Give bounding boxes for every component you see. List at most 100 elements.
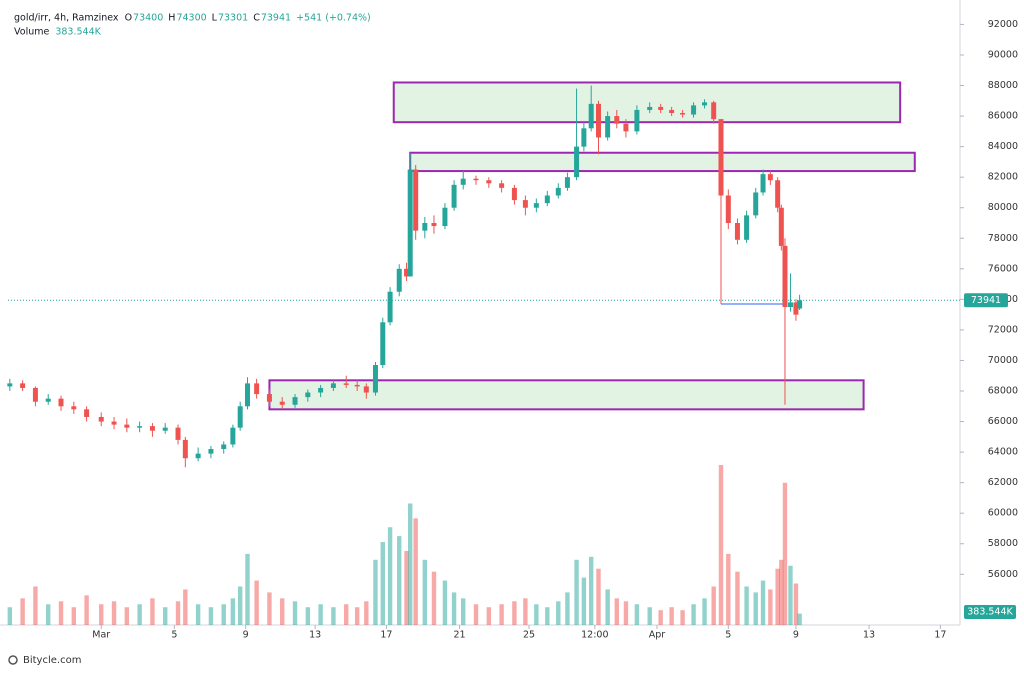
volume-bar	[373, 559, 378, 625]
volume-bar	[408, 503, 413, 625]
volume-bar	[318, 604, 323, 625]
candle-body	[614, 116, 620, 124]
volume-bar	[245, 553, 250, 625]
ohlc-value: 73301	[218, 13, 248, 24]
candle-body	[330, 383, 336, 388]
candle-body	[797, 300, 803, 309]
candle-body	[149, 426, 155, 431]
candle-body	[734, 222, 740, 240]
volume-bar	[735, 571, 740, 625]
candle-body	[753, 192, 759, 216]
volume-bar	[46, 604, 51, 625]
symbol-label: gold/irr, 4h, Ramzinex	[14, 13, 119, 24]
y-tick-label: 88000	[988, 80, 1018, 91]
y-tick-label: 72000	[988, 324, 1018, 335]
candle-body	[499, 183, 505, 188]
candle-body	[266, 394, 272, 402]
ohlc-value: 73941	[261, 13, 291, 24]
candle-body	[162, 427, 168, 431]
candle-body	[451, 184, 457, 208]
candle-body	[588, 103, 594, 129]
volume-bar	[779, 559, 784, 625]
candle-body	[254, 383, 260, 395]
x-tick-label: Mar	[92, 630, 110, 641]
volume-bar	[413, 518, 418, 625]
volume-title: Volume	[14, 27, 49, 38]
candle-body	[782, 245, 788, 308]
volume-bar	[331, 607, 336, 625]
candle-body	[442, 207, 448, 227]
price-tag-label: 73941	[971, 295, 1001, 306]
candle-body	[787, 302, 793, 308]
x-tick-label: 17	[934, 630, 946, 641]
candle-body	[20, 383, 26, 388]
candle-body	[363, 386, 369, 393]
candle-body	[431, 222, 437, 227]
ohlc-label: C	[253, 13, 260, 24]
volume-bar	[163, 607, 168, 625]
volume-bar	[702, 598, 707, 625]
candle-body	[292, 397, 298, 405]
volume-bar	[280, 598, 285, 625]
ohlc-label: O	[125, 13, 132, 24]
candle-body	[581, 128, 587, 147]
candle-body	[45, 398, 51, 402]
volume-bar	[596, 568, 601, 625]
volume-bar	[397, 536, 402, 625]
volume-bar	[422, 559, 428, 625]
change-label: +541 (+0.74%)	[296, 13, 371, 24]
candle-body	[230, 427, 236, 445]
candle-body	[208, 449, 214, 454]
volume-bar	[344, 604, 349, 625]
volume-bar	[473, 604, 479, 625]
volume-bar	[512, 601, 517, 625]
candle-body	[71, 406, 77, 410]
candle-body	[318, 387, 324, 393]
x-tick-label: 13	[863, 630, 875, 641]
volume-tag	[964, 605, 1016, 619]
candle-body	[596, 103, 602, 138]
volume-bar	[588, 556, 594, 625]
y-tick-label: 90000	[988, 49, 1018, 60]
volume-bar	[305, 607, 311, 625]
x-tick-label: 17	[380, 630, 392, 641]
volume-bar	[124, 607, 130, 625]
x-tick-label: 5	[725, 630, 731, 641]
volume-bar	[788, 565, 793, 625]
volume-bar	[647, 607, 652, 625]
volume-bar	[797, 613, 802, 625]
y-tick-label: 68000	[988, 386, 1018, 397]
candle-body	[473, 178, 479, 181]
zone	[409, 151, 916, 173]
y-tick-label: 64000	[988, 447, 1018, 458]
candle-body	[574, 146, 580, 178]
ohlc-value: 73400	[133, 13, 163, 24]
candle-body	[354, 384, 360, 387]
candle-body	[647, 106, 653, 110]
volume-bar	[451, 592, 457, 625]
volume-bar	[623, 601, 629, 625]
x-tick-label: 25	[523, 630, 535, 641]
candle-body	[305, 392, 311, 398]
volume-bar	[768, 589, 773, 625]
plot-area: 56000 58000 60000 62000 64000 66000 68000 70000…	[0, 0, 1018, 641]
y-tick-label: 82000	[988, 172, 1018, 183]
candle-body	[669, 109, 675, 114]
candle-body	[111, 421, 117, 425]
volume-bar	[574, 559, 579, 625]
x-tick-label: 9	[243, 630, 249, 641]
y-tick-label: 70000	[988, 355, 1018, 366]
volume-bar	[634, 604, 640, 625]
volume-bar	[744, 586, 749, 625]
volume-bar	[545, 607, 550, 625]
y-tick-label: 92000	[988, 19, 1018, 30]
watermark: Bitycle.com	[8, 655, 81, 666]
volume-bar	[565, 592, 570, 625]
volume-bar	[354, 607, 360, 625]
x-tick-label: 9	[793, 630, 799, 641]
zone	[392, 81, 902, 124]
volume-bar	[691, 604, 696, 625]
ohlc-label: L	[212, 13, 218, 24]
candle-body	[702, 102, 708, 106]
candle-body	[691, 105, 697, 115]
